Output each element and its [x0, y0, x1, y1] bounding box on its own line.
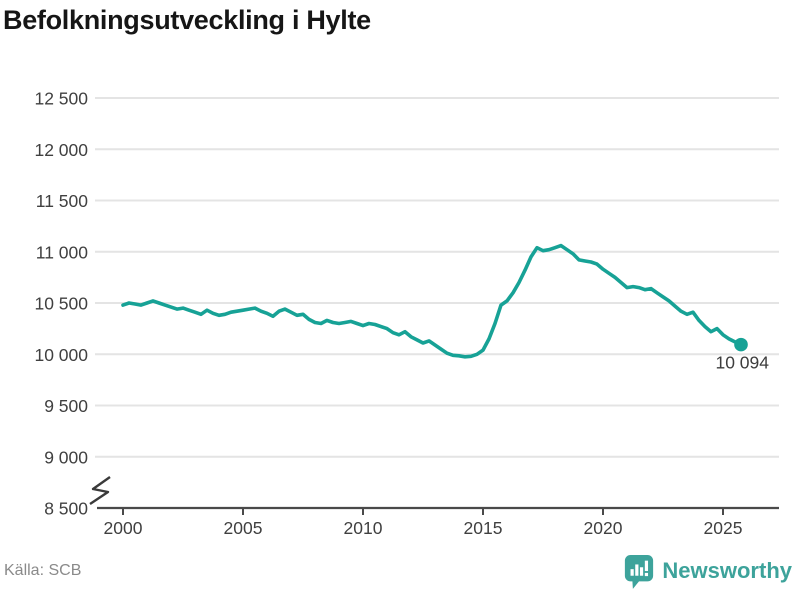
y-tick-label: 9 000 — [44, 447, 88, 467]
newsworthy-bubble-chart-icon — [625, 554, 654, 589]
page-title: Befolkningsutveckling i Hylte — [3, 5, 371, 35]
source-label: Källa: SCB — [4, 562, 82, 579]
endpoint-dot — [734, 337, 748, 352]
endpoint-value-label: 10 094 — [715, 353, 769, 373]
newsworthy-wordmark: Newsworthy — [662, 558, 792, 583]
y-tick-label: 10 500 — [34, 294, 88, 314]
y-tick-label: 8 500 — [44, 499, 88, 519]
y-tick-label: 12 500 — [34, 89, 88, 109]
axis-break-icon — [89, 476, 111, 505]
y-tick-label: 9 500 — [44, 396, 88, 416]
x-tick-label: 2020 — [584, 518, 623, 538]
x-tick-label: 2005 — [224, 518, 263, 538]
x-tick-label: 2025 — [704, 518, 743, 538]
y-tick-label: 11 500 — [36, 191, 88, 211]
y-tick-label: 12 000 — [34, 140, 88, 160]
y-tick-label: 11 000 — [36, 242, 88, 262]
x-axis: 2000 2005 2010 2015 2020 2025 — [89, 476, 779, 538]
chart-footer: Källa: SCB Newsworthy — [0, 548, 800, 600]
population-line-chart: 12 500 12 000 11 500 11 000 10 500 10 000 9 50… — [34, 89, 779, 538]
chart-canvas: 12 500 12 000 11 500 11 000 10 500 10 000 9 50… — [34, 89, 779, 538]
y-axis-labels: 12 500 12 000 11 500 11 000 10 500 10 000 9 50… — [34, 89, 88, 519]
gridlines — [95, 97, 779, 458]
x-tick-label: 2010 — [344, 518, 383, 538]
y-tick-label: 10 000 — [34, 345, 88, 365]
x-tick-label: 2015 — [464, 518, 503, 538]
newsworthy-logo[interactable]: Newsworthy — [623, 553, 792, 590]
population-series-line — [121, 243, 743, 359]
x-tick-label: 2000 — [104, 518, 143, 538]
